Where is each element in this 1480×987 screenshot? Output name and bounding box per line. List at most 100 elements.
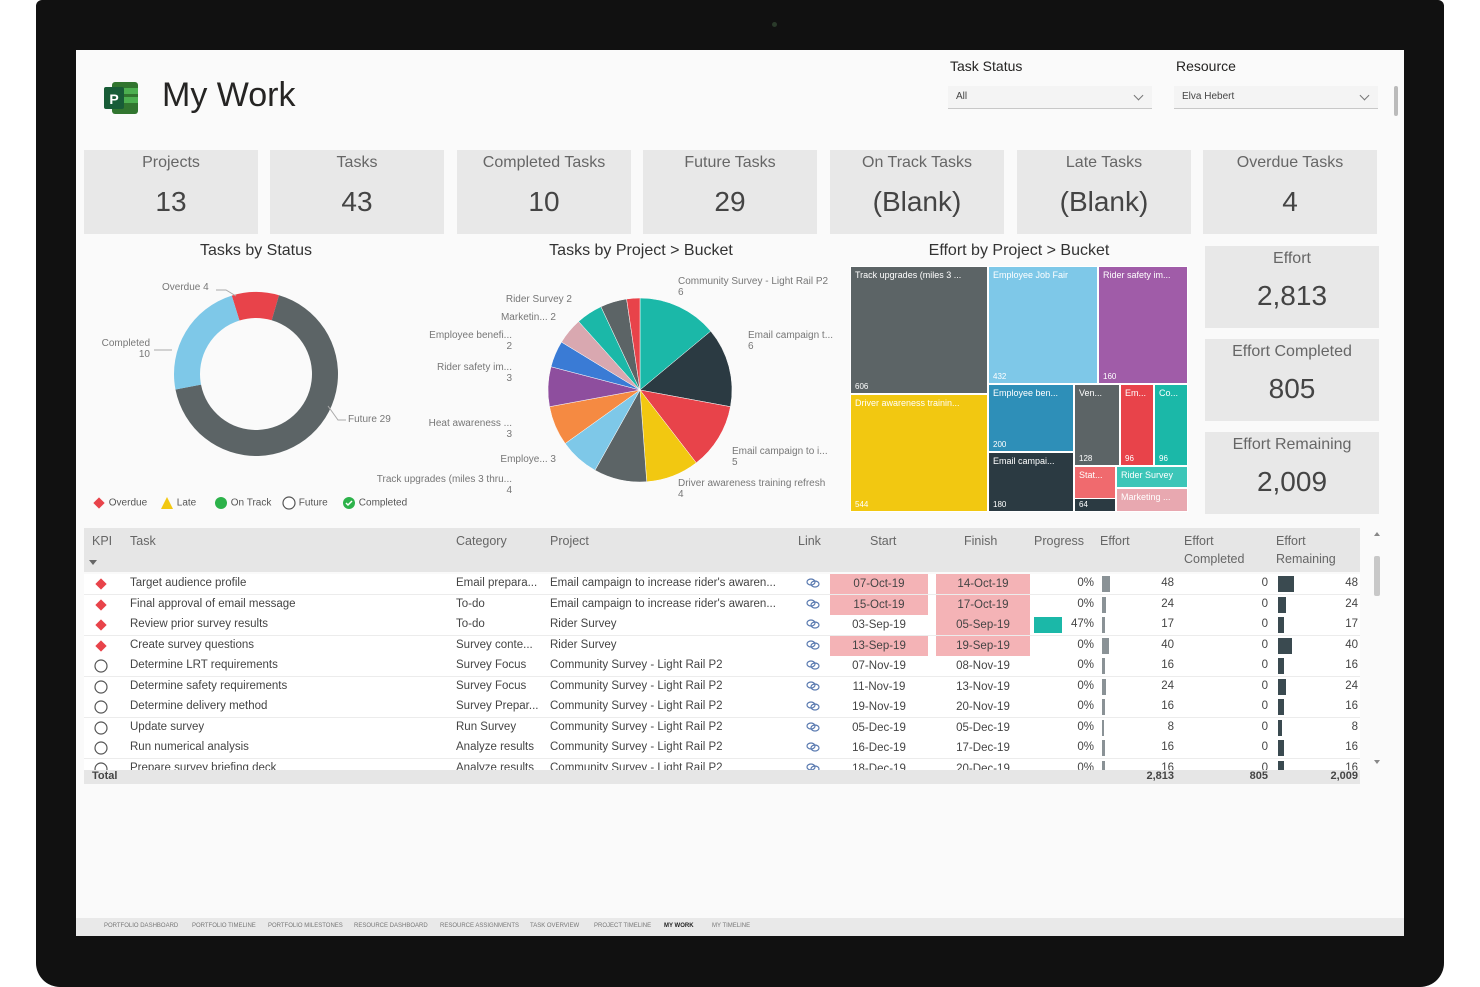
- pie-slice[interactable]: [639, 389, 731, 464]
- donut-slice-future[interactable]: [175, 295, 338, 456]
- task-status-dropdown[interactable]: All: [948, 86, 1152, 109]
- effort-bar: [1102, 719, 1104, 736]
- effort-bar: [1102, 658, 1105, 674]
- pie-slice[interactable]: [626, 297, 641, 391]
- treemap-cell[interactable]: Driver awareness trainin... 544: [850, 394, 988, 512]
- page-tab[interactable]: PORTFOLIO DASHBOARD: [104, 923, 179, 929]
- kpi-card-overdue-tasks[interactable]: Overdue Tasks 4: [1203, 150, 1377, 234]
- effort-remaining-bar: [1278, 760, 1284, 777]
- pie-label: Employe... 3: [500, 454, 556, 465]
- task-finish: 14-Oct-19: [936, 574, 1030, 594]
- legend-overdue[interactable]: Overdue: [92, 496, 147, 510]
- col-effort-completed[interactable]: Effort Completed: [1184, 534, 1245, 566]
- page-tab[interactable]: MY WORK: [664, 923, 694, 929]
- table-row[interactable]: Target audience profile Email prepara... E…: [84, 574, 1360, 595]
- page-tab[interactable]: TASK OVERVIEW: [530, 923, 580, 929]
- link-icon[interactable]: [806, 721, 820, 733]
- table-row[interactable]: Update survey Run Survey Community Survey …: [84, 717, 1360, 739]
- col-effort[interactable]: Effort: [1100, 534, 1130, 548]
- donut-slice-overdue[interactable]: [231, 292, 280, 321]
- page-scrollbar[interactable]: [1394, 86, 1398, 116]
- link-icon[interactable]: [806, 618, 820, 630]
- link-icon[interactable]: [806, 639, 820, 651]
- col-link[interactable]: Link: [798, 534, 821, 548]
- table-row[interactable]: Review prior survey results To-do Rider Su…: [84, 615, 1360, 636]
- kpi-card-completed-tasks[interactable]: Completed Tasks 10: [457, 150, 631, 234]
- link-icon[interactable]: [806, 577, 820, 589]
- link-icon[interactable]: [806, 700, 820, 712]
- task-category: Run Survey: [456, 720, 517, 733]
- kpi-card-label: Projects: [142, 154, 200, 171]
- kpi-card-late-tasks[interactable]: Late Tasks (Blank): [1017, 150, 1191, 234]
- effort-bar: [1102, 576, 1110, 592]
- resource-dropdown[interactable]: Elva Hebert: [1174, 86, 1378, 109]
- task-effort: 16: [1161, 700, 1174, 712]
- page-tab[interactable]: PORTFOLIO MILESTONES: [268, 923, 343, 929]
- task-name: Determine delivery method: [130, 700, 268, 712]
- legend-late[interactable]: Late: [160, 496, 196, 510]
- page-tab[interactable]: RESOURCE ASSIGNMENTS: [440, 923, 520, 929]
- effort-card-effort[interactable]: Effort 2,813: [1205, 246, 1379, 328]
- effort-card-effort-completed[interactable]: Effort Completed 805: [1205, 339, 1379, 421]
- table-row[interactable]: Final approval of email message To-do Emai…: [84, 594, 1360, 616]
- page-tab[interactable]: MY TIMELINE: [712, 923, 751, 929]
- legend-future[interactable]: Future: [282, 496, 328, 510]
- task-effort-completed: 0: [1261, 720, 1268, 733]
- treemap-cell[interactable]: Employee Job Fair 432: [988, 266, 1098, 384]
- treemap-cell[interactable]: Ven... 128: [1074, 384, 1120, 466]
- table-row[interactable]: Create survey questions Survey conte... Ri…: [84, 635, 1360, 657]
- treemap-cell[interactable]: Co... 96: [1154, 384, 1188, 466]
- col-finish[interactable]: Finish: [964, 534, 998, 548]
- col-start[interactable]: Start: [870, 534, 897, 548]
- col-task[interactable]: Task: [130, 534, 156, 548]
- overdue-diamond-icon: [93, 497, 105, 509]
- link-icon[interactable]: [806, 741, 820, 753]
- page-tab[interactable]: RESOURCE DASHBOARD: [354, 923, 428, 929]
- col-effort-remaining[interactable]: Effort Remaining: [1276, 534, 1336, 566]
- table-row[interactable]: Run numerical analysis Analyze results Com…: [84, 738, 1360, 759]
- col-kpi[interactable]: KPI: [92, 534, 113, 548]
- link-icon[interactable]: [806, 659, 820, 671]
- camera: [772, 22, 777, 27]
- page-tab[interactable]: PORTFOLIO TIMELINE: [192, 923, 256, 929]
- col-category[interactable]: Category: [456, 534, 507, 548]
- treemap-cell[interactable]: Rider Survey: [1116, 466, 1188, 488]
- pie-slice[interactable]: [639, 297, 712, 391]
- task-effort-remaining: 24: [1345, 679, 1358, 692]
- pie-slice[interactable]: [639, 330, 733, 408]
- link-icon[interactable]: [806, 598, 820, 610]
- future-ring-icon: [94, 679, 108, 694]
- treemap-cell[interactable]: 64: [1074, 498, 1116, 512]
- effort-card-effort-remaining[interactable]: Effort Remaining 2,009: [1205, 432, 1379, 514]
- treemap-cell[interactable]: Em... 96: [1120, 384, 1154, 466]
- table-row[interactable]: Determine safety requirements Survey Focu…: [84, 676, 1360, 698]
- col-project[interactable]: Project: [550, 534, 589, 548]
- donut-slice-completed[interactable]: [174, 295, 240, 390]
- legend-on-track[interactable]: On Track: [214, 496, 271, 510]
- effort-remaining-bar: [1278, 658, 1284, 674]
- kpi-card-future-tasks[interactable]: Future Tasks 29: [643, 150, 817, 234]
- treemap-cell[interactable]: Email campai... 180: [988, 452, 1074, 512]
- table-row[interactable]: Determine delivery method Survey Prepar..…: [84, 697, 1360, 718]
- tasks-by-project-pie[interactable]: [546, 296, 734, 484]
- table-scrollbar[interactable]: [1372, 528, 1382, 768]
- legend-completed[interactable]: Completed: [342, 496, 407, 510]
- sort-desc-icon[interactable]: [88, 558, 98, 566]
- effort-treemap[interactable]: Track upgrades (miles 3 ... 606 Employee J…: [850, 266, 1190, 514]
- effort-remaining-bar: [1278, 576, 1294, 592]
- kpi-card-projects[interactable]: Projects 13: [84, 150, 258, 234]
- kpi-card-label: Tasks: [336, 154, 378, 171]
- tasks-by-status-donut[interactable]: [172, 290, 340, 458]
- treemap-cell[interactable]: Rider safety im... 160: [1098, 266, 1188, 384]
- kpi-card-on-track-tasks[interactable]: On Track Tasks (Blank): [830, 150, 1004, 234]
- table-row[interactable]: Determine LRT requirements Survey Focus Co…: [84, 656, 1360, 677]
- link-icon[interactable]: [806, 680, 820, 692]
- col-progress[interactable]: Progress: [1034, 534, 1085, 548]
- treemap-cell[interactable]: Marketing ...: [1116, 488, 1188, 512]
- page-tab[interactable]: PROJECT TIMELINE: [594, 923, 652, 929]
- task-effort-completed: 0: [1261, 618, 1268, 630]
- treemap-cell[interactable]: Track upgrades (miles 3 ... 606: [850, 266, 988, 394]
- kpi-card-tasks[interactable]: Tasks 43: [270, 150, 444, 234]
- pie-label: Rider Survey 2: [505, 294, 572, 305]
- treemap-cell[interactable]: Employee ben... 200: [988, 384, 1074, 452]
